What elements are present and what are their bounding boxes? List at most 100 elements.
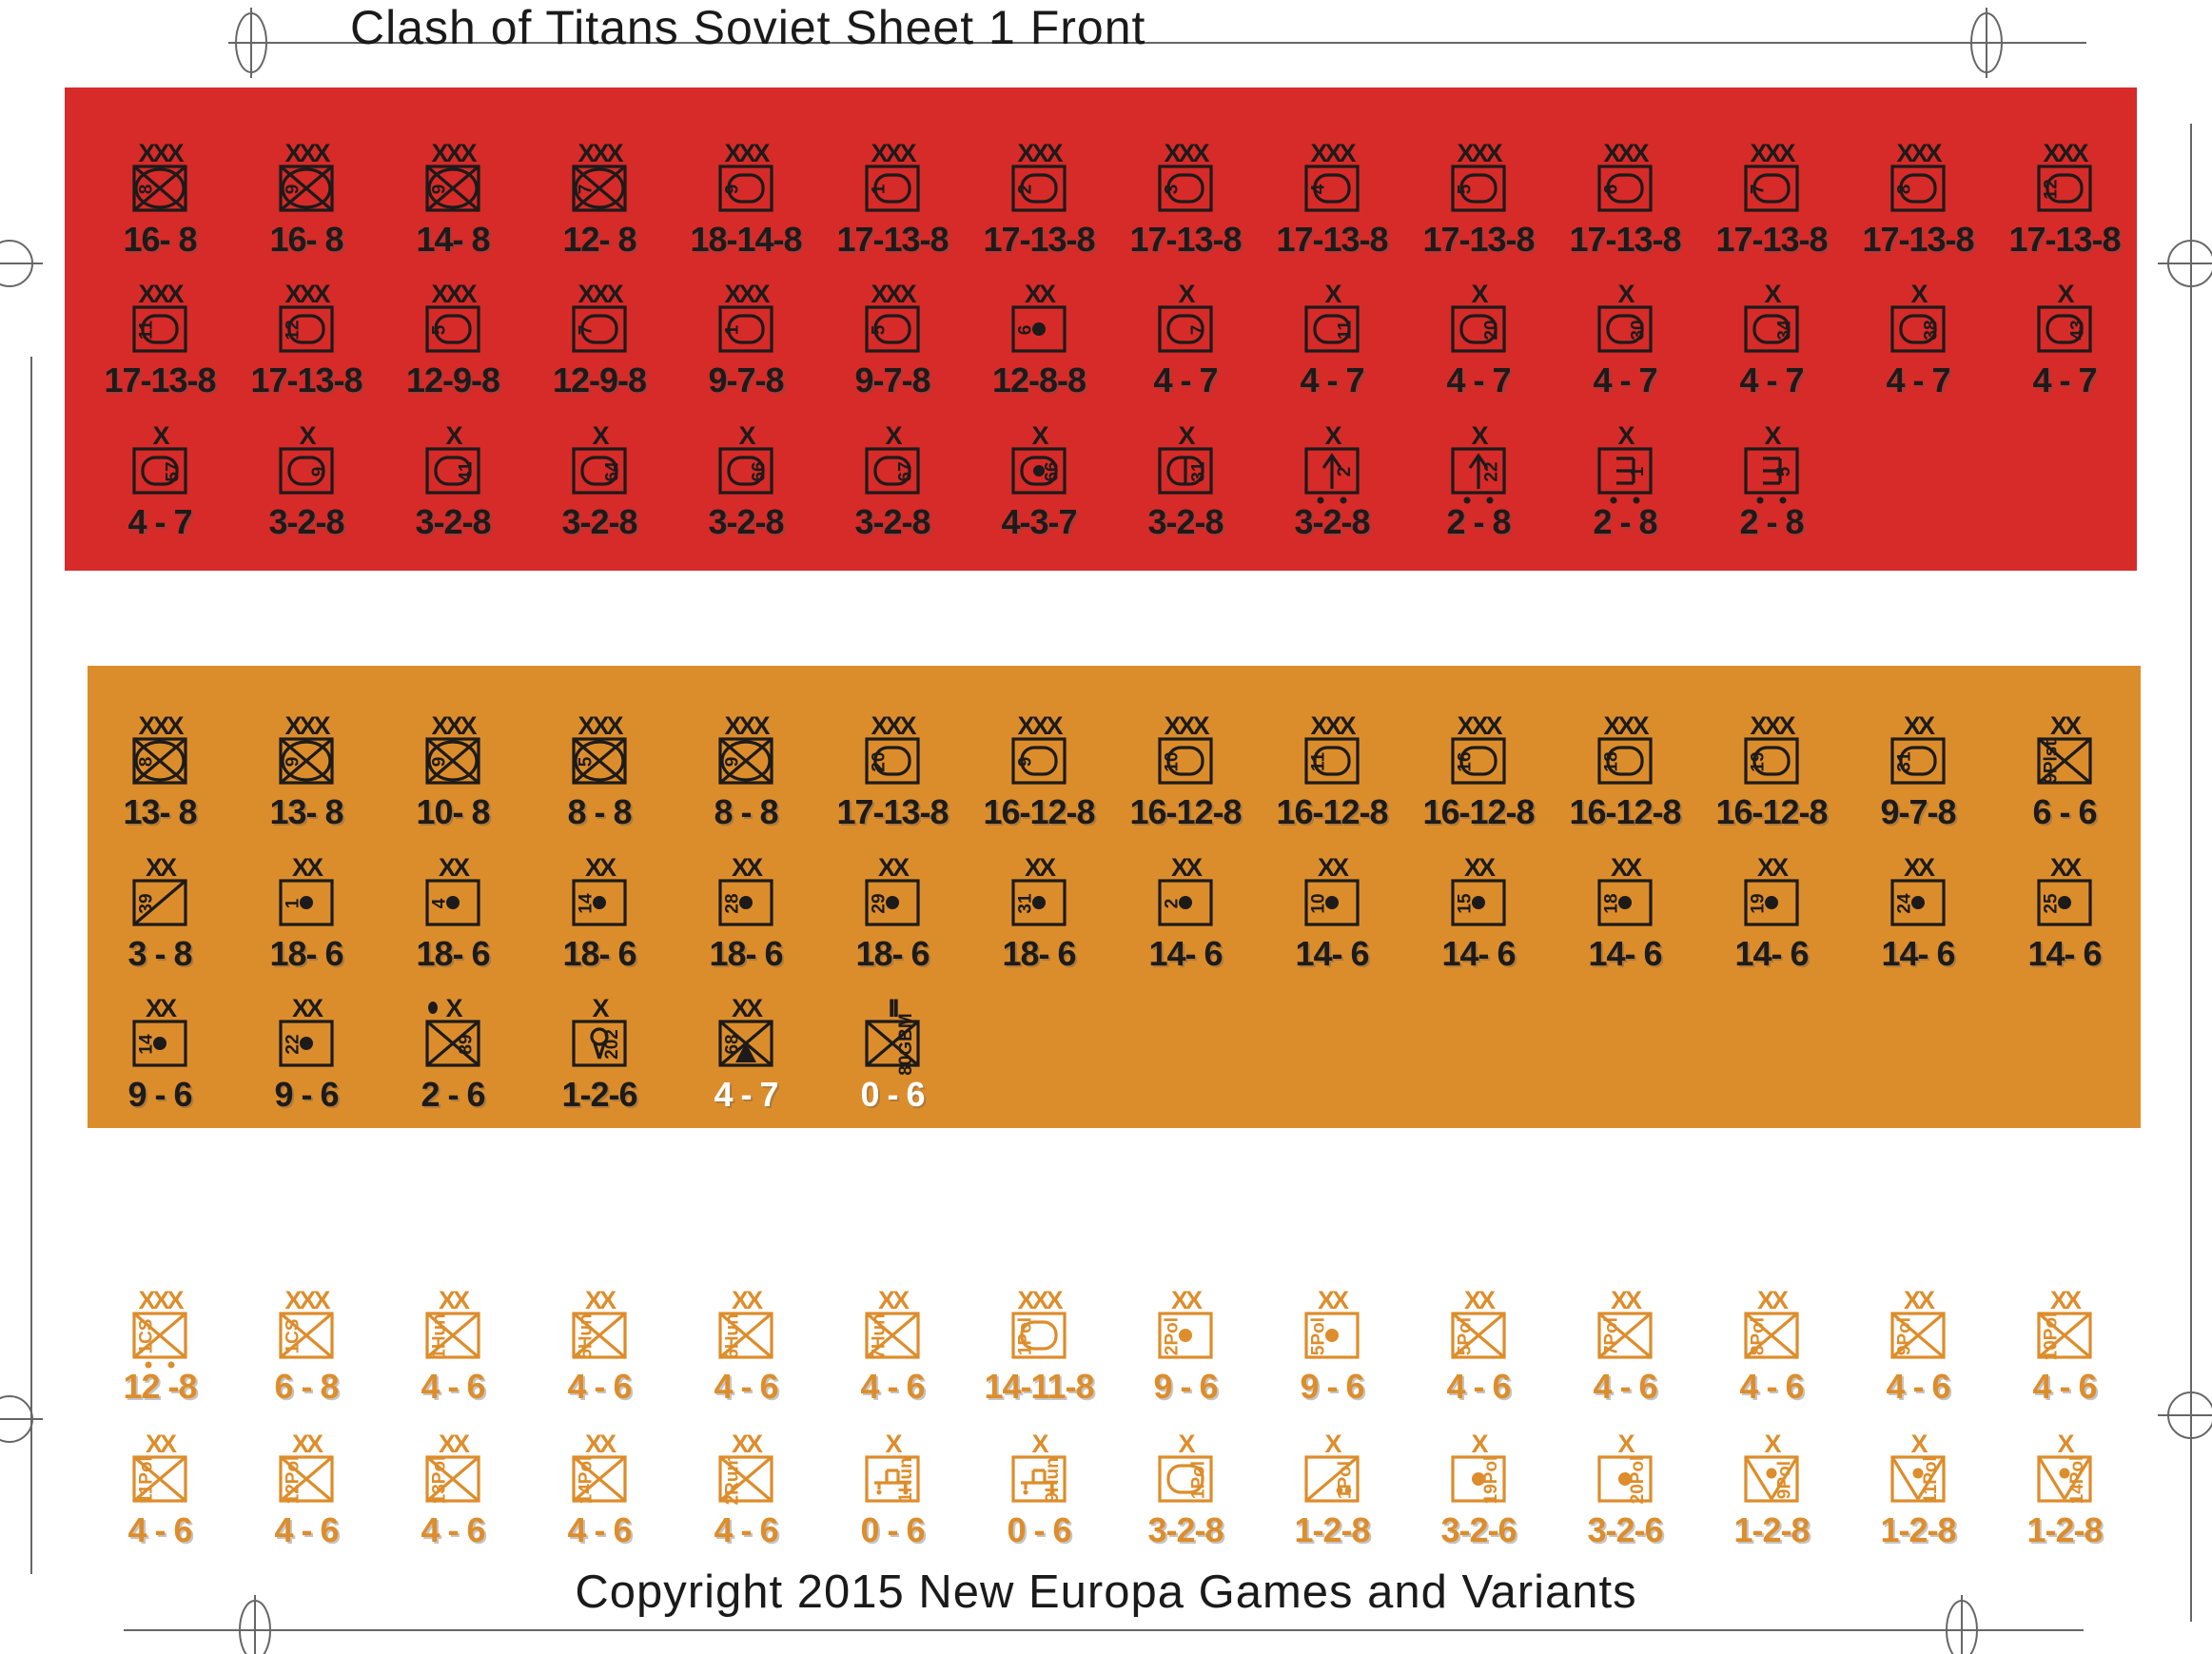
combat-values: 12- 8: [562, 220, 636, 259]
artillery-icon: 19Pol: [1450, 1454, 1507, 1506]
counter-31: XX 31 9-7-8: [1861, 713, 1975, 829]
unit-id: 9: [429, 756, 450, 768]
armor-icon: 11: [1303, 304, 1360, 356]
counter-10Pol: XX 10Pol 4 - 6: [2007, 1288, 2122, 1404]
counter-15: XX 15 14- 6: [1421, 855, 1536, 971]
infantry-icon: 7Hun: [864, 1311, 921, 1362]
counter-11: X 11 4 - 7: [1275, 282, 1389, 398]
unit-id: 2Rum: [722, 1454, 743, 1506]
armor-icon: 66: [717, 446, 774, 497]
combat-values: 2 - 8: [1739, 502, 1804, 541]
mechanized-icon: 9: [424, 164, 481, 215]
echelon-label: X: [152, 421, 169, 450]
combat-values: 17-13-8: [2008, 220, 2121, 259]
counter-43: X 43 4 - 7: [2007, 282, 2122, 398]
unit-id: 13Pol: [429, 1455, 450, 1505]
echelon-label: X: [1031, 421, 1048, 450]
armor-icon: 1: [717, 304, 774, 356]
armor-icon: 43: [2036, 304, 2093, 356]
echelon-label: XXX: [2043, 139, 2088, 167]
armor-icon: 2: [1010, 164, 1067, 215]
counter-68: XX 68 4 - 7: [689, 994, 803, 1112]
echelon-label: XX: [145, 994, 177, 1022]
echelon-label: XX: [145, 1430, 177, 1458]
mechanized-icon: 8: [131, 164, 188, 215]
combat-values: 4 - 6: [567, 1367, 632, 1406]
echelon-label: X: [1617, 1430, 1635, 1458]
unit-id: 2: [1335, 466, 1356, 477]
counter-9: XXX 9 16- 8: [249, 141, 363, 257]
armor-icon: 19: [1743, 736, 1800, 788]
counter-6Hun: XX 6Hun 4 - 6: [689, 1288, 803, 1404]
unit-id: 9Pol: [1774, 1460, 1795, 1500]
anti-tank-icon: 11Pol: [1889, 1454, 1947, 1506]
mechanized-icon: 9: [278, 164, 335, 215]
unit-id: 7: [1188, 324, 1209, 336]
armor-icon: 20: [1450, 304, 1507, 356]
counter-1Pol: X 1Pol 1-2-8: [1275, 1430, 1389, 1547]
unit-id: 6: [1601, 184, 1622, 195]
counter-19: XXX 19 16-12-8: [1714, 713, 1829, 829]
echelon-label: XXX: [1164, 139, 1209, 167]
combat-values: 3-2-6: [1440, 1510, 1517, 1549]
counter-9: XXX 9 8 - 8: [689, 713, 803, 829]
echelon-label: XX: [877, 853, 910, 882]
echelon-label: XX: [1317, 1286, 1349, 1314]
echelon-label: XX: [1317, 853, 1349, 882]
unit-id: 1CS: [136, 1318, 157, 1354]
armor-icon: 67: [864, 446, 921, 497]
combat-values: 4 - 7: [1593, 360, 1657, 399]
armor-icon: 8: [1889, 164, 1947, 215]
echelon-label: XXX: [577, 711, 623, 740]
combat-values: 1-2-6: [561, 1075, 637, 1114]
combat-values: 12-9-8: [405, 360, 500, 399]
counter-20Pol: X 20Pol 3-2-6: [1568, 1430, 1682, 1547]
infantry-icon: 6Hun: [717, 1311, 774, 1362]
unit-id: 1: [869, 184, 890, 195]
combat-values: 10- 8: [416, 792, 490, 831]
counter-19: XX 19 14- 6: [1714, 855, 1829, 971]
counter-202: X 202 1-2-6: [542, 996, 656, 1114]
combat-values: 4 - 6: [1593, 1367, 1657, 1406]
echelon-label: X: [299, 421, 316, 450]
unit-id: 11Pol: [1921, 1456, 1942, 1504]
allied-counter-row: XXX 1CS 12 -8 XXX 1CS 6 - 8 XX 1Hun 4 - 6 XX 5Hun 4…: [87, 1286, 2138, 1406]
echelon-label: XX: [731, 994, 763, 1022]
counter-1Pol: X 1Pol 3-2-8: [1128, 1431, 1243, 1547]
marker-dot: [428, 1002, 438, 1014]
counter-2Pol: XX 2Pol 9 - 6: [1128, 1288, 1243, 1404]
unit-id: 7Pol: [1601, 1316, 1622, 1356]
counter-66: X 66 3-2-8: [689, 423, 803, 539]
combat-values: 17-13-8: [1715, 220, 1828, 259]
artillery-icon: 14: [131, 1019, 188, 1070]
echelon-label: XX: [731, 1430, 763, 1458]
echelon-label: XXX: [871, 139, 916, 167]
counter-5: XXX 5 12-9-8: [396, 282, 510, 399]
counter-2Rum: XX 2Rum 4 - 6: [689, 1430, 803, 1547]
combat-values: 13- 8: [123, 792, 197, 831]
combat-values: 4 - 7: [1153, 360, 1218, 399]
counter-1: XXX 1 9-7-8: [689, 282, 803, 398]
infantry-icon: 80GBM: [864, 1013, 921, 1076]
counter-29: XX 29 18- 6: [835, 853, 949, 971]
counter-11: XXX 11 17-13-8: [103, 282, 217, 398]
echelon-label: X: [1324, 1430, 1341, 1458]
artillery-icon: 19: [1743, 878, 1800, 929]
combat-values: 9 - 6: [1300, 1367, 1364, 1406]
echelon-label: XXX: [284, 280, 330, 308]
combat-values: 3-2-8: [1147, 502, 1223, 541]
counter-8: XXX 8 13- 8: [103, 713, 217, 831]
echelon-label: X: [2057, 1430, 2074, 1458]
mechanized-icon: 9: [278, 736, 335, 788]
unit-id: 41: [456, 461, 477, 482]
counter-9: XXX 9 10- 8: [396, 713, 510, 831]
combat-values: 2 - 6: [421, 1075, 485, 1114]
unit-id: 16: [1455, 751, 1476, 772]
unit-id: 10Pol: [2041, 1312, 2062, 1361]
unit-id: 1Hun: [895, 1457, 916, 1503]
allied-counter-row: XX 11Pol 4 - 6 XX 12Pol 4 - 6 XX 13Pol 4 - 6 XX 14…: [87, 1430, 2138, 1549]
infantry-icon: 2Rum: [717, 1454, 774, 1506]
counter-7: XXX 7 12- 8: [542, 141, 656, 259]
unit-id: 6Hun: [722, 1313, 743, 1359]
echelon-label: XXX: [284, 711, 330, 740]
